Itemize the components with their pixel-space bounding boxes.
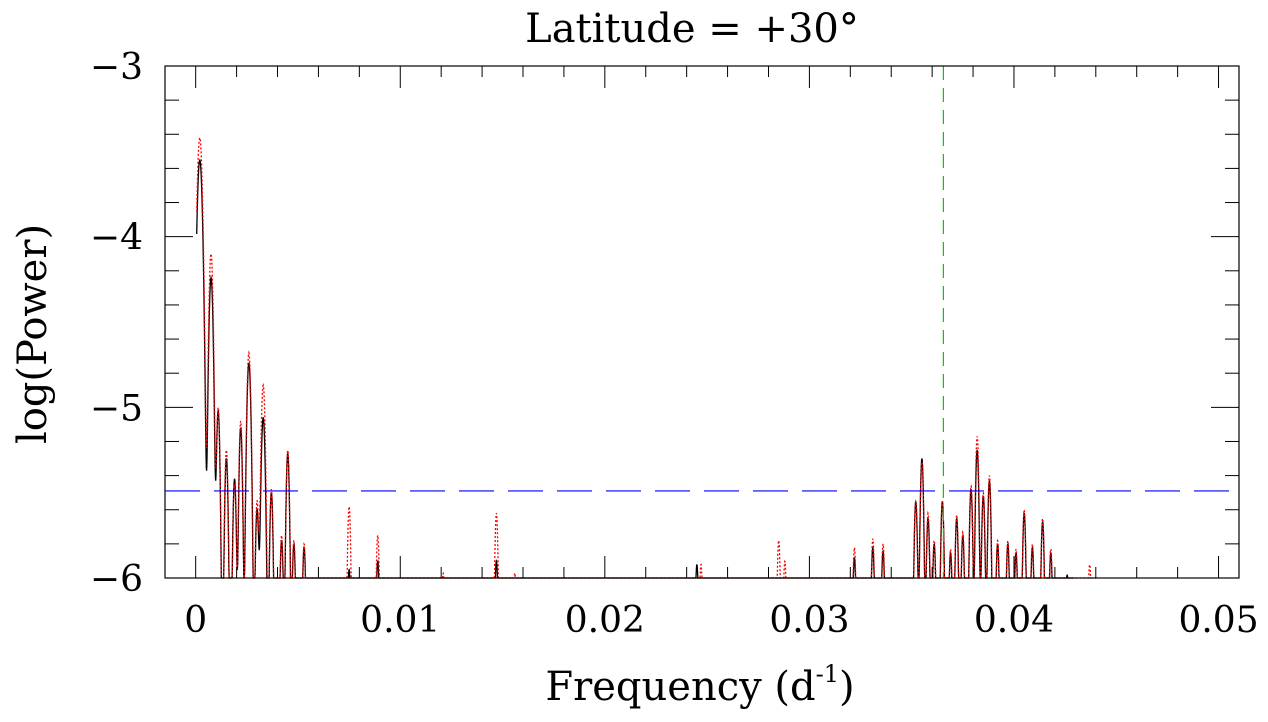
plot-frame: [164, 65, 1240, 579]
x-axis-label: Frequency (d-1): [545, 660, 854, 710]
y-tick-label: −5: [90, 388, 143, 429]
plot-data-layer: [165, 66, 1239, 579]
y-tick-label: −3: [90, 47, 143, 88]
x-tick-label: 0.02: [565, 600, 645, 641]
spectrum-series-1: [196, 159, 1074, 579]
x-tick-label: 0.04: [974, 600, 1054, 641]
x-tick-label: 0.03: [769, 600, 849, 641]
y-tick-label: −4: [90, 218, 143, 259]
y-tick-label: −6: [90, 559, 143, 600]
x-tick-label: 0.01: [360, 600, 440, 641]
x-tick-label: 0: [184, 600, 207, 641]
x-tick-label: 0.05: [1178, 600, 1258, 641]
spectrum-series-2: [196, 136, 1096, 579]
chart-title: Latitude = +30°: [525, 6, 859, 52]
y-axis-label: log(Power): [10, 224, 56, 444]
tick-labels: 0 0.01 0.02 0.03 0.04 0.05 −3 −4 −5 −6: [90, 47, 1259, 641]
tick-marks: [165, 65, 1239, 579]
